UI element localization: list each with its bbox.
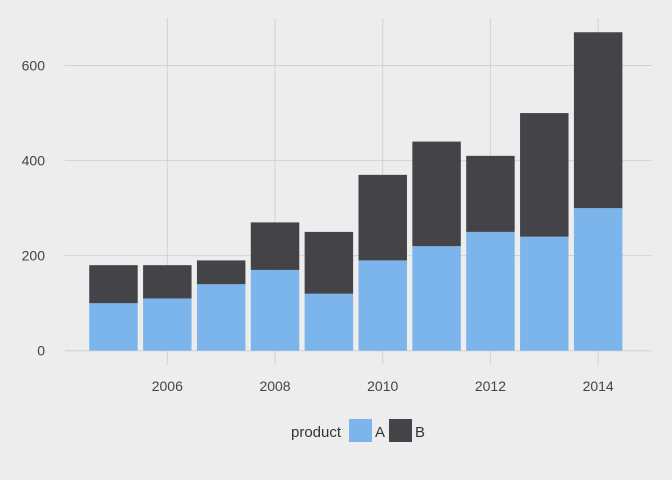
y-tick-label: 400 (22, 153, 46, 169)
bar-b-2005 (89, 265, 138, 304)
bar-a-2014 (573, 208, 623, 351)
bar-a-2013 (520, 236, 569, 351)
y-tick-label: 0 (37, 343, 45, 359)
x-axis: 2006 2008 2010 2012 2014 (152, 378, 614, 394)
legend-swatch-b (389, 419, 412, 442)
bar-b-2012 (466, 155, 515, 232)
y-axis: 0 200 400 600 (22, 58, 46, 359)
bar-a-2011 (412, 246, 461, 351)
x-tick-label: 2008 (259, 378, 290, 394)
x-tick-label: 2010 (367, 378, 398, 394)
y-tick-label: 600 (22, 58, 46, 74)
bar-b-2007 (196, 260, 246, 285)
bar-b-2006 (143, 265, 192, 299)
bar-a-2012 (466, 231, 515, 351)
bar-a-2008 (250, 269, 300, 351)
bar-b-2009 (304, 231, 354, 294)
legend-swatch-a (349, 419, 372, 442)
legend: product A B (291, 419, 425, 442)
bar-a-2009 (304, 293, 354, 351)
bar-group (89, 32, 623, 351)
legend-title: product (291, 424, 342, 441)
bar-a-2007 (196, 284, 246, 351)
bar-b-2010 (358, 174, 407, 261)
bar-b-2011 (412, 141, 461, 247)
bar-b-2008 (250, 222, 300, 270)
x-tick-label: 2006 (152, 378, 183, 394)
bar-a-2005 (89, 303, 138, 351)
legend-label-a: A (375, 424, 385, 441)
bar-a-2006 (143, 298, 192, 351)
y-tick-label: 200 (22, 248, 46, 264)
bar-b-2013 (520, 113, 569, 237)
legend-label-b: B (415, 424, 425, 441)
bar-a-2010 (358, 260, 407, 351)
x-tick-label: 2012 (475, 378, 506, 394)
x-tick-label: 2014 (583, 378, 614, 394)
bar-b-2014 (573, 32, 623, 209)
